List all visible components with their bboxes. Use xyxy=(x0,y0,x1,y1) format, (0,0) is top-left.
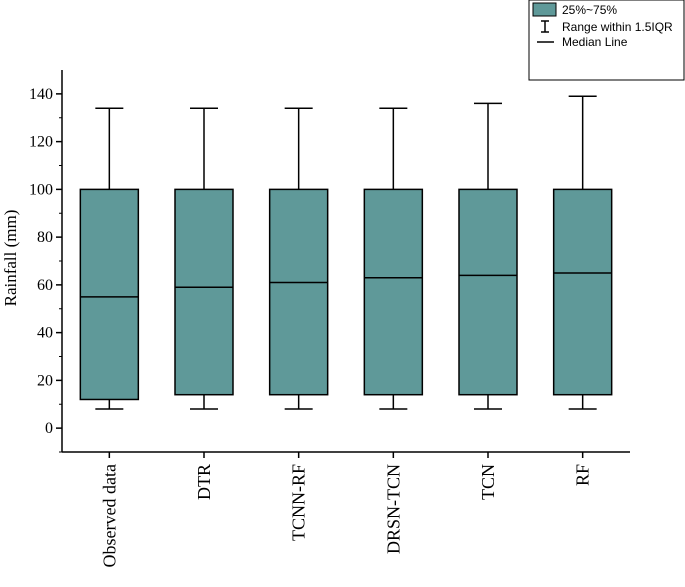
iqr-box xyxy=(363,188,424,396)
x-category-label: TCN xyxy=(478,464,498,500)
x-category-label: TCNN-RF xyxy=(289,464,309,541)
legend-box-swatch xyxy=(532,2,557,17)
legend-label-median: Median Line xyxy=(562,35,628,49)
iqr-box xyxy=(79,188,140,401)
legend-label-whisker: Range within 1.5IQR xyxy=(562,20,673,34)
y-axis-title: Rainfall (mm) xyxy=(1,210,20,307)
legend-label-box: 25%~75% xyxy=(562,3,617,17)
y-tick-label: 40 xyxy=(37,325,53,342)
x-category-label: Observed data xyxy=(99,464,119,567)
iqr-box xyxy=(268,188,329,396)
y-tick-label: 100 xyxy=(29,181,53,198)
iqr-box xyxy=(552,188,613,396)
legend: 25%~75% Range within 1.5IQR Median Line xyxy=(528,0,685,81)
x-category-label: RF xyxy=(573,464,593,486)
x-category-label: DRSN-TCN xyxy=(383,464,403,554)
x-category-label: DTR xyxy=(194,464,214,500)
plot-area: 0 20 40 60 80 100 120 140 Observed data DTR TCNN-R… xyxy=(29,70,630,567)
y-tick-label: 0 xyxy=(45,420,53,437)
iqr-box xyxy=(174,188,234,396)
legend-whisker-icon xyxy=(541,20,549,33)
y-tick-label: 140 xyxy=(29,86,53,103)
y-tick-label: 80 xyxy=(37,229,53,246)
y-tick-label: 120 xyxy=(29,134,53,151)
y-tick-label: 20 xyxy=(37,372,53,389)
iqr-box xyxy=(458,188,518,396)
y-tick-label: 60 xyxy=(37,277,53,294)
